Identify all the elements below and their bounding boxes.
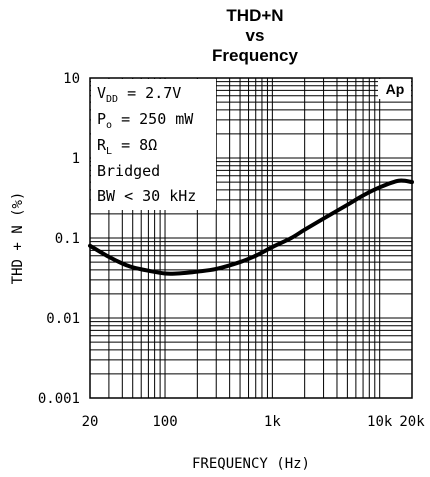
x-tick-label: 100	[152, 414, 177, 430]
po-value: = 250 mW	[112, 110, 194, 128]
po-subscript: o	[106, 120, 112, 131]
x-axis-label: FREQUENCY (Hz)	[192, 456, 310, 472]
ap-badge-label: Ap	[386, 81, 405, 97]
x-tick-label: 20	[82, 414, 99, 430]
thd-n-curve	[88, 178, 414, 276]
condition-bandwidth: BW < 30 kHz	[97, 187, 196, 205]
y-tick-label: 0.1	[55, 231, 80, 247]
ap-badge	[378, 79, 411, 99]
condition-rl: RL = 8Ω	[97, 136, 157, 157]
condition-vdd: VDD = 2.7V	[97, 84, 181, 105]
condition-bridged: Bridged	[97, 162, 160, 180]
x-tick-label: 10k	[367, 414, 393, 430]
rl-symbol: R	[97, 136, 107, 154]
y-tick-label: 0.001	[38, 391, 80, 407]
po-symbol: P	[97, 110, 106, 128]
vdd-value: = 2.7V	[118, 84, 181, 102]
rl-subscript: L	[106, 146, 112, 157]
x-tick-labels: 20 100 1k 10k 20k	[82, 414, 426, 430]
plot-frame	[89, 77, 413, 399]
y-axis-label: THD + N (%)	[10, 192, 26, 285]
x-tick-label: 1k	[264, 414, 281, 430]
y-tick-label: 0.01	[46, 311, 80, 327]
y-tick-label: 10	[63, 71, 80, 87]
chart-title-line-3: Frequency	[212, 46, 299, 65]
x-tick-label: 20k	[399, 414, 425, 430]
condition-po: Po = 250 mW	[97, 110, 194, 131]
vdd-symbol: V	[97, 84, 106, 102]
y-tick-labels: 10 1 0.1 0.01 0.001	[38, 71, 80, 407]
chart-title-line-1: THD+N	[226, 6, 283, 25]
y-tick-label: 1	[72, 151, 80, 167]
vdd-subscript: DD	[106, 94, 118, 105]
rl-value: = 8Ω	[112, 136, 157, 154]
conditions-box	[91, 79, 216, 210]
chart-title-line-2: vs	[246, 26, 265, 45]
